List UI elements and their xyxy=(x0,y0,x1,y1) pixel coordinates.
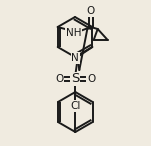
Text: N: N xyxy=(71,53,79,63)
Text: S: S xyxy=(71,73,80,86)
Text: O: O xyxy=(87,74,95,84)
Text: O: O xyxy=(87,6,95,16)
Text: O: O xyxy=(55,74,63,84)
Text: NH: NH xyxy=(66,28,81,38)
Text: Cl: Cl xyxy=(70,101,80,111)
